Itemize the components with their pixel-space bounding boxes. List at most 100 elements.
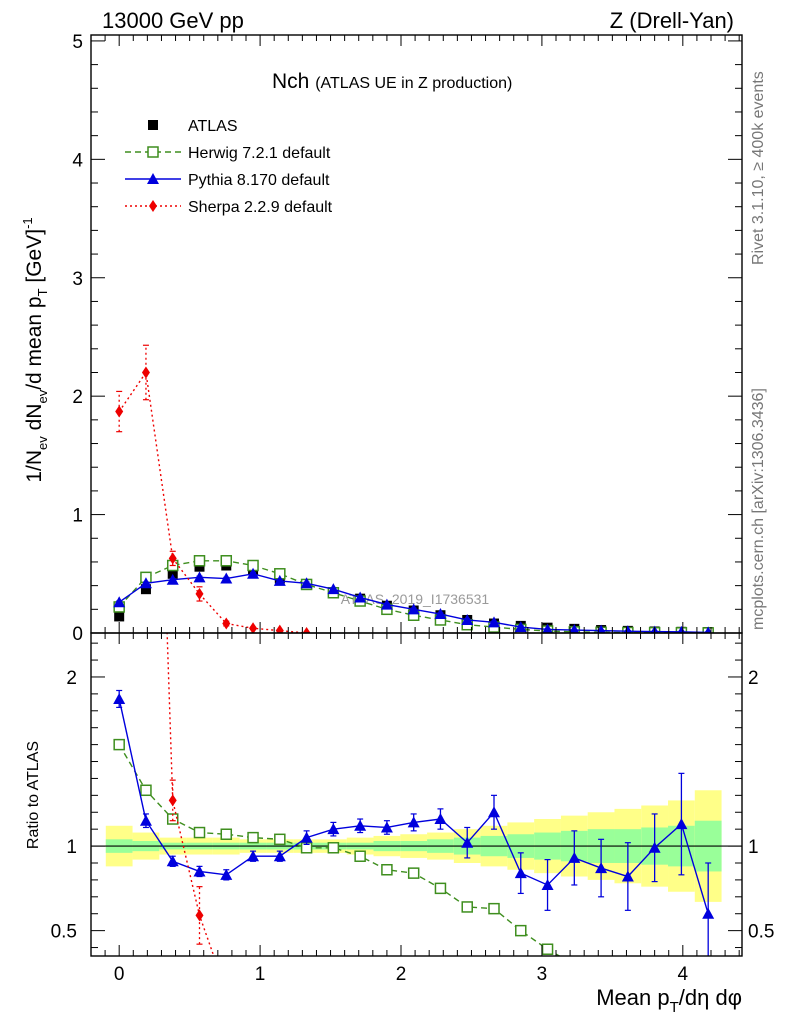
main-pythia-point [461,613,474,625]
ratio-herwig-point [461,901,473,913]
analysis-watermark: ATLAS_2019_I1736531 [341,591,490,607]
ratio-pythia-point [327,823,340,835]
xlabel-part: /dη dφ [679,985,742,1010]
ratio-pythia-point [675,818,688,830]
main-sherpa-point [195,587,204,600]
ylabel-sub: ev [35,436,50,450]
ratio-herwig-point [140,784,152,797]
main-herwig-point [220,555,233,567]
main-pythia-point [569,624,580,633]
main-pythia-point [514,621,527,633]
ylabel-part: /d mean p [23,296,46,389]
legend-sherpa-label: Sherpa 2.2.9 default [188,199,333,216]
ratio-herwig-point [515,924,527,937]
main-sherpa-point [222,617,231,630]
ratio-pythia-point [595,862,608,874]
main-y-tick-label: 5 [72,32,83,53]
ratio-herwig-point [407,867,420,879]
ratio-sherpa-point [222,986,230,998]
legend-sherpa-marker [149,200,157,212]
x-axis-title: Mean pT/dη dφ [596,985,742,1016]
ratio-pythia-point [488,806,500,818]
ratio-pythia-point [247,850,260,862]
xlabel-sub: T [670,999,679,1016]
ylabel-sup: -1 [20,217,35,229]
rivet-version-label: Rivet 3.1.10, ≥ 400k events [750,71,767,265]
ratio-pythia-point [541,878,554,890]
ratio-pythia-point [273,850,286,862]
ratio-herwig-point [434,882,447,895]
main-sherpa-point [168,552,177,565]
ratio-y-tick-label-left: 1 [66,837,77,858]
main-sherpa-point [302,627,311,633]
main-pythia-point [166,573,179,585]
ratio-herwig-point [113,738,125,751]
ratio-herwig-point [193,826,206,839]
ratio-pythia-point [407,816,420,828]
x-tick-label: 2 [396,964,407,985]
ratio-panel-frame [90,632,743,957]
main-pythia-point [434,608,447,620]
main-y-tick-label: 3 [72,269,83,290]
xlabel-part: Mean p [596,985,669,1010]
plot-title-main: Nch [272,70,309,93]
legend-pythia-label: Pythia 8.170 default [188,172,330,189]
ratio-pythia-point [354,819,367,831]
ratio-pythia-point [648,841,661,853]
ratio-pythia-point [166,855,179,867]
main-pythia-point [704,626,712,633]
main-y-axis-title: 1/Nev dNev/d mean pT [GeV]-1 [20,217,50,482]
main-pythia-point [677,625,686,633]
ylabel-sub: ev [35,389,50,403]
main-herwig-point [193,555,206,567]
legend-herwig-label: Herwig 7.2.1 default [188,145,331,162]
ratio-y-tick-label-right: 2 [748,668,759,689]
ratio-pythia-point [380,821,393,833]
ratio-pythia-point [568,851,581,863]
mcplots-source-label: mcplots.cern.ch [arXiv:1306.3436] [750,388,767,630]
main-sherpa-point [249,622,258,633]
ratio-y-tick-label-right: 1 [748,837,759,858]
main-herwig-line [118,560,709,633]
ratio-herwig-point [569,959,579,969]
ratio-herwig-point [488,902,500,915]
main-pythia-point [380,598,393,610]
main-atlas-point [140,584,151,595]
main-y-tick-label: 0 [72,624,83,645]
process-label: Z (Drell-Yan) [610,8,734,33]
ratio-y-axis-title: Ratio to ATLAS [25,741,42,849]
main-y-tick-label: 2 [72,387,83,408]
ratio-herwig-point [596,973,606,983]
x-tick-label: 3 [537,964,548,985]
ratio-pythia-point [621,870,634,882]
ratio-pythia-point [514,867,527,879]
main-pythia-point [300,577,313,589]
main-pythia-point [273,574,286,586]
energy-label: 13000 GeV pp [102,8,244,33]
legend-atlas-label: ATLAS [188,118,238,135]
ylabel-part: dN [23,404,46,437]
ratio-y-tick-label-left: 0.5 [51,922,77,943]
main-atlas-point [194,561,205,572]
main-pythia-point [542,623,553,633]
main-sherpa-point [115,405,124,418]
legend-pythia-marker [147,173,159,184]
ratio-herwig-point [274,833,286,846]
ratio-pythia-point [434,813,447,825]
ratio-sherpa-point [195,909,204,922]
ratio-pythia-point [113,692,126,704]
x-tick-label: 1 [255,964,266,985]
main-atlas-point [114,611,125,622]
main-pythia-point [220,572,233,584]
ylabel-sub: T [35,288,50,296]
ratio-y-tick-label-left: 2 [66,668,77,689]
main-pythia-point [488,616,500,628]
ratio-pythia-point [300,831,313,843]
main-y-tick-label: 1 [72,506,83,527]
ratio-pythia-point [461,836,474,848]
ratio-sherpa-point [168,794,177,807]
ratio-herwig-point [381,864,393,876]
ratio-pythia-point [139,814,152,826]
ylabel-part: [GeV] [23,229,46,289]
